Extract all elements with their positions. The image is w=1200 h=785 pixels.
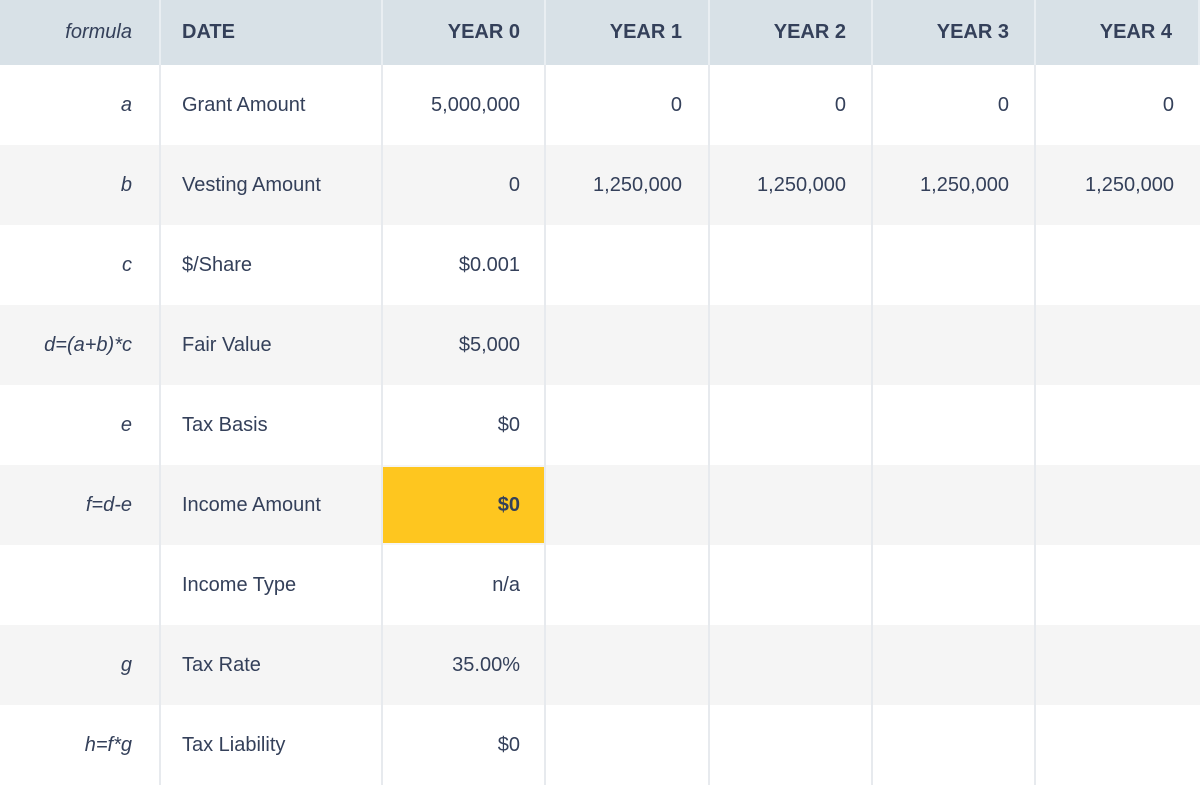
row-label: Grant Amount: [161, 65, 383, 145]
highlight-fill: [383, 467, 544, 543]
value-cell-year-1: [546, 545, 710, 625]
value-cell-year-2: [710, 385, 873, 465]
value-cell-year-2: [710, 705, 873, 785]
table-row: a Grant Amount 5,000,000 0 0 0 0: [0, 65, 1200, 145]
value-cell-year-3: 1,250,000: [873, 145, 1036, 225]
header-formula: formula: [0, 0, 161, 65]
table-row: e Tax Basis $0: [0, 385, 1200, 465]
formula-cell: c: [0, 225, 161, 305]
row-label: Tax Liability: [161, 705, 383, 785]
value-cell-year-4: [1036, 465, 1200, 545]
row-label: Tax Rate: [161, 625, 383, 705]
value-cell-year-3: [873, 385, 1036, 465]
income-amount-highlight-cell: $0: [383, 465, 546, 545]
row-label: Fair Value: [161, 305, 383, 385]
value-cell-year-1: [546, 305, 710, 385]
value-cell-year-4: [1036, 305, 1200, 385]
value-cell-year-2: 1,250,000: [710, 145, 873, 225]
value-cell-year-4: [1036, 225, 1200, 305]
value-cell-year-1: [546, 225, 710, 305]
value-cell-year-0: $0: [383, 705, 546, 785]
value-cell-year-1: 1,250,000: [546, 145, 710, 225]
value-cell-year-1: [546, 705, 710, 785]
header-year-4: YEAR 4: [1036, 0, 1200, 65]
formula-cell: b: [0, 145, 161, 225]
value-cell-year-2: [710, 625, 873, 705]
header-year-2: YEAR 2: [710, 0, 873, 65]
table-row: Income Type n/a: [0, 545, 1200, 625]
value-cell-year-4: [1036, 625, 1200, 705]
value-cell-year-0: $0: [383, 385, 546, 465]
value-cell-year-2: [710, 305, 873, 385]
value-cell-year-2: [710, 465, 873, 545]
value-cell-year-2: 0: [710, 65, 873, 145]
formula-cell: h=f*g: [0, 705, 161, 785]
formula-cell: g: [0, 625, 161, 705]
value-cell-year-0: 5,000,000: [383, 65, 546, 145]
header-row: formula DATE YEAR 0 YEAR 1 YEAR 2 YEAR 3…: [0, 0, 1200, 65]
value-cell-year-3: [873, 305, 1036, 385]
value-cell-year-4: 0: [1162, 93, 1174, 116]
value-cell-year-4: [1036, 545, 1200, 625]
header-date: DATE: [161, 0, 383, 65]
header-year-1: YEAR 1: [546, 0, 710, 65]
table-row: c $/Share $0.001: [0, 225, 1200, 305]
row-label: $/Share: [161, 225, 383, 305]
formula-cell: a: [0, 65, 161, 145]
table-row: f=d-e Income Amount $0: [0, 465, 1200, 545]
value-cell-year-0: $5,000: [383, 305, 546, 385]
row-label: Income Amount: [161, 465, 383, 545]
row-label: Income Type: [161, 545, 383, 625]
value-cell-year-0: 35.00%: [383, 625, 546, 705]
row-label: Vesting Amount: [161, 145, 383, 225]
value-cell-year-1: [546, 385, 710, 465]
value-cell-year-3: [873, 705, 1036, 785]
header-year-3: YEAR 3: [873, 0, 1036, 65]
formula-cell: e: [0, 385, 161, 465]
value-cell-year-0: n/a: [383, 545, 546, 625]
value-cell-year-4: 1,250,000: [1085, 173, 1174, 196]
value-cell-year-4: [1036, 385, 1200, 465]
value-cell-year-2: [710, 545, 873, 625]
value-cell-year-1: [546, 625, 710, 705]
value-cell-year-3: [873, 465, 1036, 545]
table-row: b Vesting Amount 0 1,250,000 1,250,000 1…: [0, 145, 1200, 225]
value-cell-year-1: [546, 465, 710, 545]
row-label: Tax Basis: [161, 385, 383, 465]
value-cell-year-2: [710, 225, 873, 305]
table-row: d=(a+b)*c Fair Value $5,000: [0, 305, 1200, 385]
income-amount-value: $0: [497, 493, 520, 516]
table-row: h=f*g Tax Liability $0: [0, 705, 1200, 785]
value-cell-year-3: 0: [873, 65, 1036, 145]
formula-cell: [0, 545, 161, 625]
value-cell-year-0: $0.001: [383, 225, 546, 305]
value-cell-year-0: 0: [383, 145, 546, 225]
value-cell-year-3: [873, 545, 1036, 625]
value-cell-year-1: 0: [546, 65, 710, 145]
header-year-0: YEAR 0: [383, 0, 546, 65]
value-cell-year-4: [1036, 705, 1200, 785]
table-row: g Tax Rate 35.00%: [0, 625, 1200, 705]
value-cell-year-3: [873, 225, 1036, 305]
formula-cell: d=(a+b)*c: [0, 305, 161, 385]
value-cell-year-3: [873, 625, 1036, 705]
formula-cell: f=d-e: [0, 465, 161, 545]
